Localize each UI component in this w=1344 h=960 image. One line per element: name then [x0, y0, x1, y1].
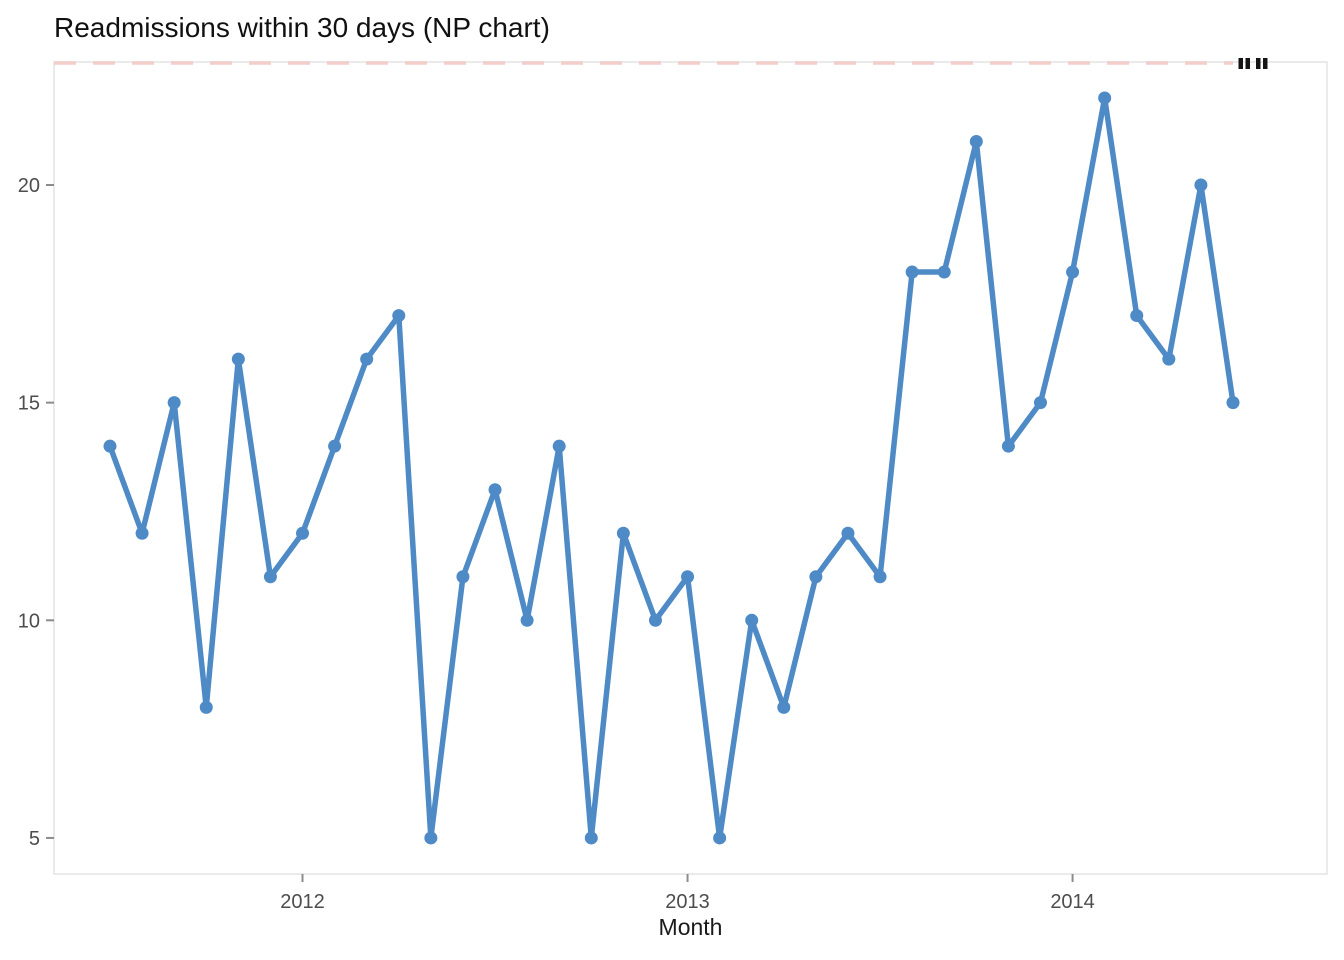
data-point [231, 352, 245, 366]
data-point [1001, 439, 1015, 453]
y-tick-label: 15 [18, 393, 40, 415]
data-point [681, 570, 695, 584]
y-tick-label: 5 [29, 828, 40, 850]
data-point [167, 396, 181, 410]
chart-title: Readmissions within 30 days (NP chart) [54, 12, 550, 43]
data-point [648, 613, 662, 627]
data-point [873, 570, 887, 584]
clipped-label-artifact [1256, 58, 1261, 69]
clipped-label-artifact [1245, 58, 1250, 69]
data-point [969, 134, 983, 148]
data-point [616, 526, 630, 540]
data-point [392, 309, 406, 323]
data-point [713, 831, 727, 845]
data-point [841, 526, 855, 540]
data-point [360, 352, 374, 366]
data-point [1162, 352, 1176, 366]
data-point [328, 439, 342, 453]
data-point [296, 526, 310, 540]
clipped-label-artifact [1238, 58, 1243, 69]
y-tick-label: 20 [18, 175, 40, 197]
data-point [424, 831, 438, 845]
data-point [1194, 178, 1208, 192]
x-tick-label: 2012 [280, 891, 325, 913]
data-point [552, 439, 566, 453]
data-point [1130, 309, 1144, 323]
y-tick-label: 10 [18, 610, 40, 632]
data-point [135, 526, 149, 540]
x-axis-title: Month [658, 914, 723, 940]
data-point [905, 265, 919, 279]
data-point [103, 439, 117, 453]
data-series-line [107, 95, 1236, 841]
data-point [584, 831, 598, 845]
data-point [456, 570, 470, 584]
data-point [745, 613, 759, 627]
clipped-label-artifact [1263, 58, 1268, 69]
data-point [199, 700, 213, 714]
data-point [1098, 91, 1112, 105]
x-tick-label: 2014 [1050, 891, 1095, 913]
data-point [937, 265, 951, 279]
data-point [488, 483, 502, 497]
data-point [263, 570, 277, 584]
data-point [1226, 396, 1240, 410]
data-point [777, 700, 791, 714]
panel-border [53, 61, 1328, 875]
data-point [1033, 396, 1047, 410]
x-tick-label: 2013 [665, 891, 710, 913]
data-point [520, 613, 534, 627]
data-point [1066, 265, 1080, 279]
data-point [809, 570, 823, 584]
